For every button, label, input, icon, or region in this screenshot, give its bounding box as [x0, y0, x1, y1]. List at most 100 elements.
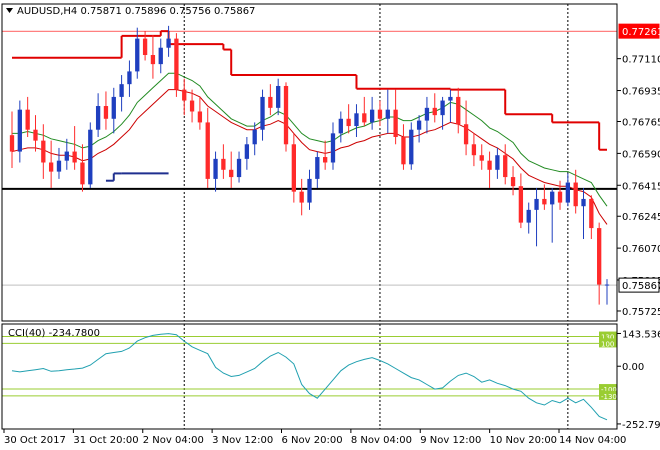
candle-bull — [330, 133, 336, 163]
moving-average-line — [11, 89, 608, 225]
candle-bear — [510, 177, 516, 187]
candle-bear — [432, 107, 437, 116]
candle-bear — [33, 129, 38, 141]
candle-bear — [573, 182, 578, 207]
candle-bull — [88, 129, 93, 185]
candle-bull — [111, 96, 116, 119]
candle-bull — [236, 158, 242, 178]
candle-bull — [158, 47, 163, 65]
candle-bear — [463, 124, 469, 145]
candle-bull — [135, 38, 140, 72]
main-grid — [2, 4, 617, 321]
candle-bull — [495, 155, 500, 170]
candle-bull — [416, 120, 422, 130]
candle-bear — [48, 162, 54, 172]
candle-bull — [307, 178, 312, 203]
panel-headers: AUDUSD,H4 0.75871 0.75896 0.75756 0.7586… — [6, 6, 255, 339]
candle-bull — [315, 157, 320, 179]
candle-bear — [589, 198, 594, 229]
candle-bear — [205, 122, 210, 179]
candle-bull — [166, 38, 171, 48]
candle-bull — [565, 182, 571, 203]
candle-bear — [72, 151, 77, 163]
candle-bear — [283, 85, 289, 145]
candle-bull — [424, 107, 430, 121]
candle-bear — [557, 191, 563, 203]
price-label-box — [618, 277, 660, 293]
cci-plot[interactable] — [11, 333, 608, 421]
candle-bear — [456, 96, 461, 125]
candle-bear — [189, 100, 195, 112]
candle-bear — [41, 140, 46, 163]
candle-bear — [174, 38, 179, 90]
cci-axis: 143.5361 0.00 -252.7950 — [617, 329, 660, 431]
y-tick-label: 0.76935 — [622, 87, 660, 98]
x-tick-label: 2 Nov 04:00 — [143, 435, 204, 446]
candle-bull — [276, 85, 281, 108]
cci-tick-label: 143.5361 — [622, 329, 660, 340]
candle-bull — [338, 118, 343, 134]
candle-bull — [64, 151, 69, 161]
cci-panel-frame — [1, 323, 618, 430]
candle-bear — [182, 89, 187, 101]
candle-bear — [323, 157, 328, 163]
candle-bull — [581, 198, 586, 207]
cci-level-label: -100 — [601, 386, 617, 394]
time-axis: 30 Oct 2017 31 Oct 20:00 2 Nov 04:00 3 Nov … — [3, 429, 626, 446]
triangle-down-icon — [6, 8, 13, 13]
x-tick-label: 3 Nov 12:00 — [212, 435, 273, 446]
candle-bear — [80, 162, 85, 185]
x-tick-label: 10 Nov 20:00 — [490, 435, 557, 446]
cci-tick-label: -252.7950 — [622, 420, 660, 431]
cci-line — [11, 333, 608, 421]
candle-bear — [503, 155, 508, 178]
candle-bull — [409, 129, 414, 165]
candle-bear — [268, 96, 273, 108]
x-tick-label: 6 Nov 20:00 — [282, 435, 343, 446]
cci-level-label: 130 — [601, 334, 614, 342]
price-label: 0.77261 — [622, 27, 660, 38]
candle-bull — [534, 198, 539, 210]
candle-bull — [448, 96, 453, 101]
candle-bear — [393, 109, 398, 137]
cci-level-tag — [599, 384, 617, 394]
y-tick-label: 0.75725 — [622, 307, 660, 318]
x-tick-label: 8 Nov 04:00 — [351, 435, 412, 446]
candle-bear — [471, 144, 477, 156]
y-tick-label: 0.76070 — [622, 244, 660, 255]
cci-title: CCI(40) -234.7800 — [8, 328, 100, 339]
candle-bull — [127, 71, 132, 85]
chart-title: AUDUSD,H4 0.75871 0.75896 0.75756 0.7586… — [17, 6, 255, 17]
candle-bull — [252, 129, 257, 145]
candle-bear — [150, 55, 156, 65]
candle-bear — [103, 106, 109, 119]
candle-bull — [244, 144, 250, 159]
candle-bull — [440, 100, 445, 116]
candle-bear — [518, 186, 524, 223]
x-tick-label: 30 Oct 2017 — [4, 435, 66, 446]
candle-bear — [229, 169, 234, 178]
cci-level-label: 100 — [601, 340, 614, 348]
y-tick-label: 0.76245 — [622, 212, 660, 223]
candle-bull — [56, 160, 62, 172]
candle-bear — [142, 38, 148, 56]
candle-bear — [299, 191, 304, 203]
price-panel-frame — [1, 3, 618, 322]
x-tick-label: 31 Oct 20:00 — [73, 435, 138, 446]
candle-bear — [362, 113, 367, 123]
candle-bull — [526, 209, 531, 223]
candle-bull — [369, 109, 375, 123]
y-tick-label: 0.76415 — [622, 181, 660, 192]
price-label: 0.75867 — [622, 281, 660, 292]
price-plot[interactable] — [2, 25, 617, 305]
panel-frames — [1, 3, 618, 430]
candle-bear — [487, 160, 492, 170]
candle-bull — [550, 191, 555, 205]
candle-bear — [542, 198, 547, 205]
candle-bear — [597, 228, 602, 285]
candle-bull — [17, 109, 22, 152]
cci-level-tag — [599, 390, 617, 400]
x-tick-label: 14 Nov 04:00 — [559, 435, 626, 446]
